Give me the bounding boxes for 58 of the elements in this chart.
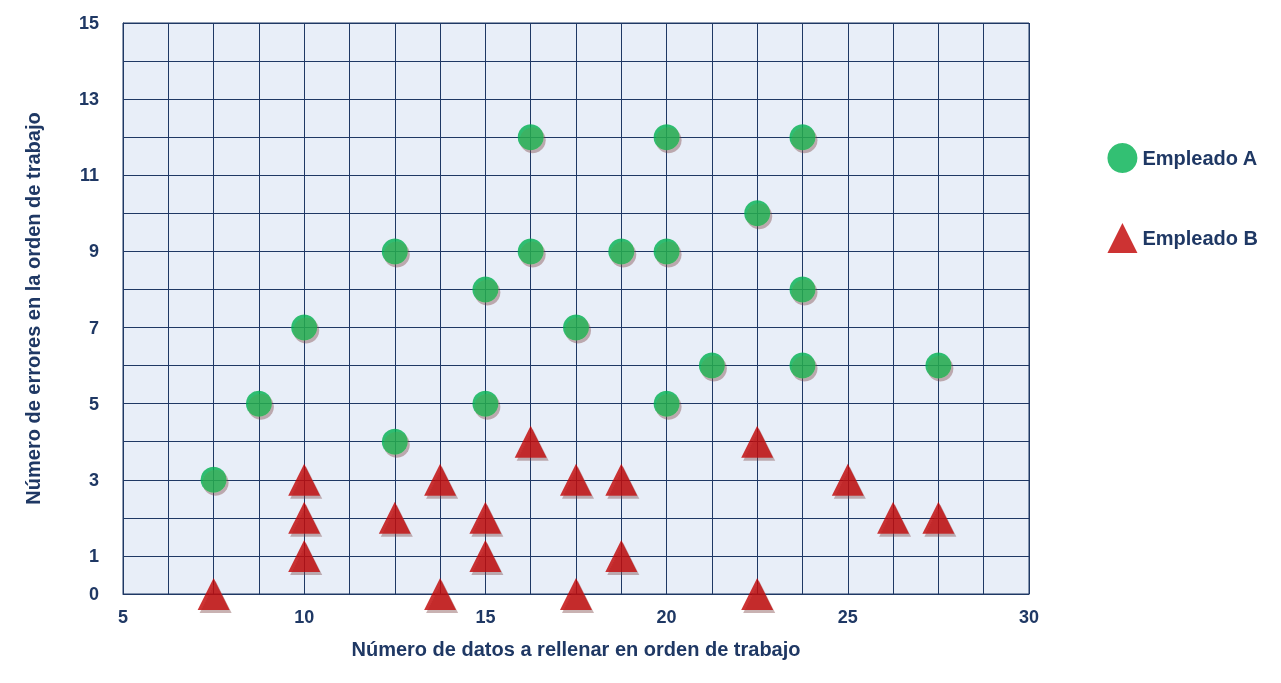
point [789,352,816,379]
point [288,463,321,496]
point [514,425,547,458]
point [605,539,638,572]
legend-label: Empleado B [1142,227,1258,249]
x-tick-label: 30 [1018,607,1040,627]
point [381,238,408,265]
point [922,501,955,534]
point [291,314,318,341]
point [741,425,774,458]
point [605,463,638,496]
y-tick-label: 1 [88,545,99,566]
point [288,501,321,534]
point [608,238,635,265]
point [517,238,544,265]
point [424,463,457,496]
point [560,463,592,496]
y-tick-label: 15 [78,13,99,33]
point [517,124,544,151]
point [381,428,408,455]
y-tick-label: 13 [78,89,99,110]
y-tick-label: 5 [88,393,99,414]
point [288,539,321,572]
point [741,578,774,610]
point [197,578,230,610]
y-tick-label: 0 [88,584,99,604]
x-tick-label: 25 [837,607,858,627]
point [925,352,952,379]
point [653,390,680,417]
point [789,276,816,303]
point [472,276,499,303]
y-tick-label: 9 [88,241,99,262]
point [653,238,680,265]
point [424,578,457,610]
point [469,539,502,572]
point [563,314,589,341]
x-tick-label: 15 [475,607,496,627]
y-tick-label: 7 [88,317,99,338]
point [744,200,771,227]
y-tick-label: 3 [88,469,99,490]
point [378,501,411,534]
point [560,578,592,610]
point [831,463,864,496]
legend-label: Empleado A [1142,147,1258,169]
point [469,501,502,534]
x-axis-title: Número de datos a rellenar en orden de trabajo [351,638,801,660]
point [789,124,816,151]
point [472,390,499,417]
point [698,352,725,379]
x-tick-label: 20 [656,607,677,627]
x-tick-label: 5 [117,607,129,627]
y-axis-title: Número de errores en la orden de trabajo [22,112,44,505]
point [653,124,680,151]
point [877,501,910,534]
point [200,466,227,493]
point [245,390,272,417]
x-tick-label: 10 [294,607,315,627]
y-tick-label: 11 [79,165,99,186]
